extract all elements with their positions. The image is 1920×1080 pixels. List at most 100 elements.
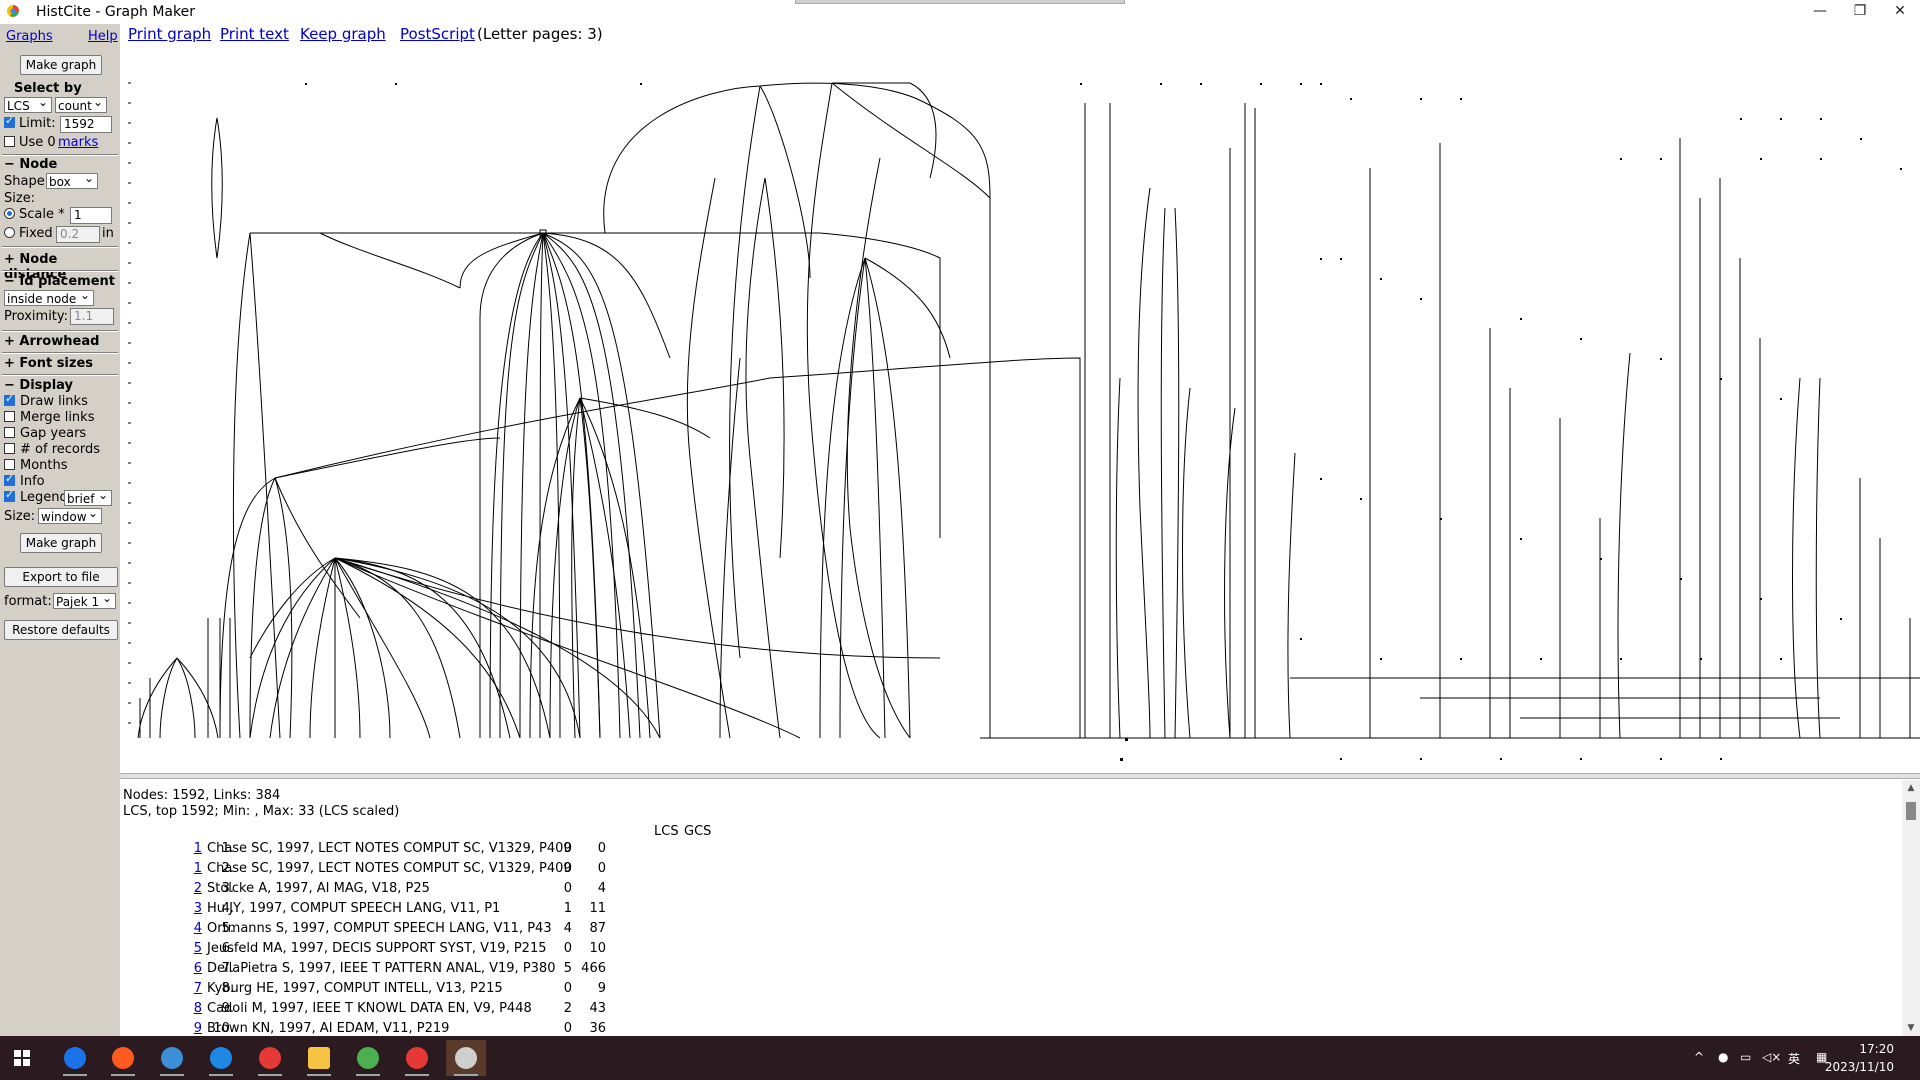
scroll-down-icon[interactable]: ▼ xyxy=(1907,1023,1915,1033)
window-size-dropdown[interactable]: window xyxy=(38,505,102,524)
record-id-link[interactable]: 9 xyxy=(193,1021,202,1036)
microphone-icon xyxy=(455,1047,477,1069)
id-placement-dropdown[interactable]: inside node xyxy=(4,287,94,306)
export-button[interactable]: Export to file xyxy=(4,567,118,587)
gcs-value: 43 xyxy=(589,1001,606,1016)
app-taskbar-button[interactable] xyxy=(201,1040,241,1076)
record-id-link[interactable]: 6 xyxy=(193,961,202,976)
app-taskbar-button[interactable] xyxy=(348,1040,388,1076)
ime-indicator[interactable]: 英 xyxy=(1788,1052,1801,1066)
table-row: 2. 1 Chase SC, 1997, LECT NOTES COMPUT S… xyxy=(120,861,840,881)
start-icon[interactable] xyxy=(14,1050,30,1066)
proximity-label: Proximity: xyxy=(4,309,69,324)
id-placement-toggle[interactable]: − Id placement xyxy=(4,274,115,289)
make-graph-button[interactable]: Make graph xyxy=(20,55,102,75)
make-graph-button-2[interactable]: Make graph xyxy=(20,533,102,553)
record-id-link[interactable]: 7 xyxy=(193,981,202,996)
open-indicator xyxy=(307,1074,331,1076)
lcs-value: 1 xyxy=(563,901,572,916)
fixed-input[interactable]: 0.2 xyxy=(56,226,100,243)
scale-input[interactable]: 1 xyxy=(70,207,112,224)
legend-dropdown[interactable]: brief xyxy=(64,487,112,506)
fixed-radio[interactable] xyxy=(4,227,15,238)
lcs-value: 2 xyxy=(563,1001,572,1016)
reference-text: Chase SC, 1997, LECT NOTES COMPUT SC, V1… xyxy=(207,861,572,876)
row-number: 7. xyxy=(221,961,234,976)
select-order-dropdown[interactable]: count xyxy=(55,94,107,113)
use-marks-checkbox[interactable] xyxy=(4,136,15,147)
help-link[interactable]: Help xyxy=(88,29,118,44)
months-checkbox[interactable] xyxy=(4,459,15,470)
record-id-link[interactable]: 8 xyxy=(193,1001,202,1016)
reference-text: Brown KN, 1997, AI EDAM, V11, P219 xyxy=(207,1021,450,1036)
record-id-link[interactable]: 2 xyxy=(193,881,202,896)
arrowhead-toggle[interactable]: + Arrowhead xyxy=(4,334,100,349)
network-icon[interactable]: ▭ xyxy=(1740,1050,1752,1064)
font-sizes-toggle[interactable]: + Font sizes xyxy=(4,356,94,371)
scale-radio[interactable] xyxy=(4,208,15,219)
gcs-column-header: GCS xyxy=(684,824,712,839)
merge-links-checkbox[interactable] xyxy=(4,411,15,422)
info-scrollbar[interactable]: ▲ ▼ xyxy=(1902,780,1920,1036)
app-taskbar-button[interactable] xyxy=(152,1040,192,1076)
tray-app-icon[interactable]: ● xyxy=(1718,1050,1729,1064)
gcs-value: 11 xyxy=(589,901,606,916)
node-section-toggle[interactable]: − Node xyxy=(4,157,58,172)
info-checkbox[interactable] xyxy=(4,472,15,486)
app-taskbar-button[interactable] xyxy=(397,1040,437,1076)
records-checkbox[interactable] xyxy=(4,443,15,454)
chrome-taskbar-button[interactable] xyxy=(55,1040,95,1076)
table-row: 1. 1 Chase SC, 1997, LECT NOTES COMPUT S… xyxy=(120,841,840,861)
lcs-value: 0 xyxy=(563,841,572,856)
keep-graph-link[interactable]: Keep graph xyxy=(300,25,386,43)
ime-grid-icon[interactable]: ▦ xyxy=(1816,1050,1828,1064)
select-field-dropdown[interactable]: LCS xyxy=(4,94,52,113)
restore-defaults-button[interactable]: Restore defaults xyxy=(4,620,118,640)
volume-mute-icon[interactable]: ◁× xyxy=(1762,1050,1782,1064)
restore-button[interactable]: ❐ xyxy=(1853,3,1867,19)
tray-chevron-icon[interactable]: ^ xyxy=(1694,1050,1705,1064)
scroll-thumb[interactable] xyxy=(1906,802,1916,820)
proximity-input[interactable]: 1.1 xyxy=(70,308,114,325)
limit-checkbox[interactable] xyxy=(4,114,15,128)
record-id-link[interactable]: 1 xyxy=(193,841,202,856)
record-id-link[interactable]: 5 xyxy=(193,941,202,956)
shape-dropdown[interactable]: box xyxy=(46,170,98,189)
citation-graph-canvas[interactable] xyxy=(120,58,1920,770)
window-title: HistCite - Graph Maker xyxy=(36,4,195,20)
pages-info: (Letter pages: 3) xyxy=(477,25,603,43)
reference-text: Ortmanns S, 1997, COMPUT SPEECH LANG, V1… xyxy=(207,921,552,936)
folder-icon xyxy=(308,1047,330,1069)
size-label: Size: xyxy=(4,191,36,206)
histcite-taskbar-button[interactable] xyxy=(103,1040,143,1076)
lcs-value: 0 xyxy=(563,861,572,876)
file-explorer-taskbar-button[interactable] xyxy=(299,1040,339,1076)
clock[interactable]: 17:20 2023/11/10 xyxy=(1825,1040,1894,1076)
table-row: 6. 5 Jeusfeld MA, 1997, DECIS SUPPORT SY… xyxy=(120,941,840,961)
legend-checkbox[interactable] xyxy=(4,488,15,502)
format-dropdown[interactable]: Pajek 1 xyxy=(53,590,116,609)
minimize-button[interactable]: — xyxy=(1813,3,1827,19)
print-text-link[interactable]: Print text xyxy=(220,25,289,43)
limit-input[interactable]: 1592 xyxy=(60,116,112,133)
record-id-link[interactable]: 4 xyxy=(193,921,202,936)
display-section-toggle[interactable]: − Display xyxy=(4,378,74,393)
row-number: 5. xyxy=(221,921,234,936)
close-button[interactable]: ✕ xyxy=(1894,3,1906,19)
print-graph-link[interactable]: Print graph xyxy=(128,25,212,43)
postscript-link[interactable]: PostScript xyxy=(400,25,475,43)
microphone-taskbar-button[interactable] xyxy=(446,1040,486,1076)
pane-divider[interactable] xyxy=(120,773,1920,779)
graphs-link[interactable]: Graphs xyxy=(6,29,53,44)
popup-edge xyxy=(795,0,1125,4)
gap-years-checkbox[interactable] xyxy=(4,427,15,438)
open-indicator xyxy=(160,1074,184,1076)
app-taskbar-button[interactable] xyxy=(250,1040,290,1076)
marks-link[interactable]: marks xyxy=(58,135,99,150)
scroll-up-icon[interactable]: ▲ xyxy=(1907,783,1915,793)
info-label: Info xyxy=(20,474,45,489)
records-label: # of records xyxy=(20,442,100,457)
draw-links-checkbox[interactable] xyxy=(4,392,15,406)
record-id-link[interactable]: 3 xyxy=(193,901,202,916)
record-id-link[interactable]: 1 xyxy=(193,861,202,876)
